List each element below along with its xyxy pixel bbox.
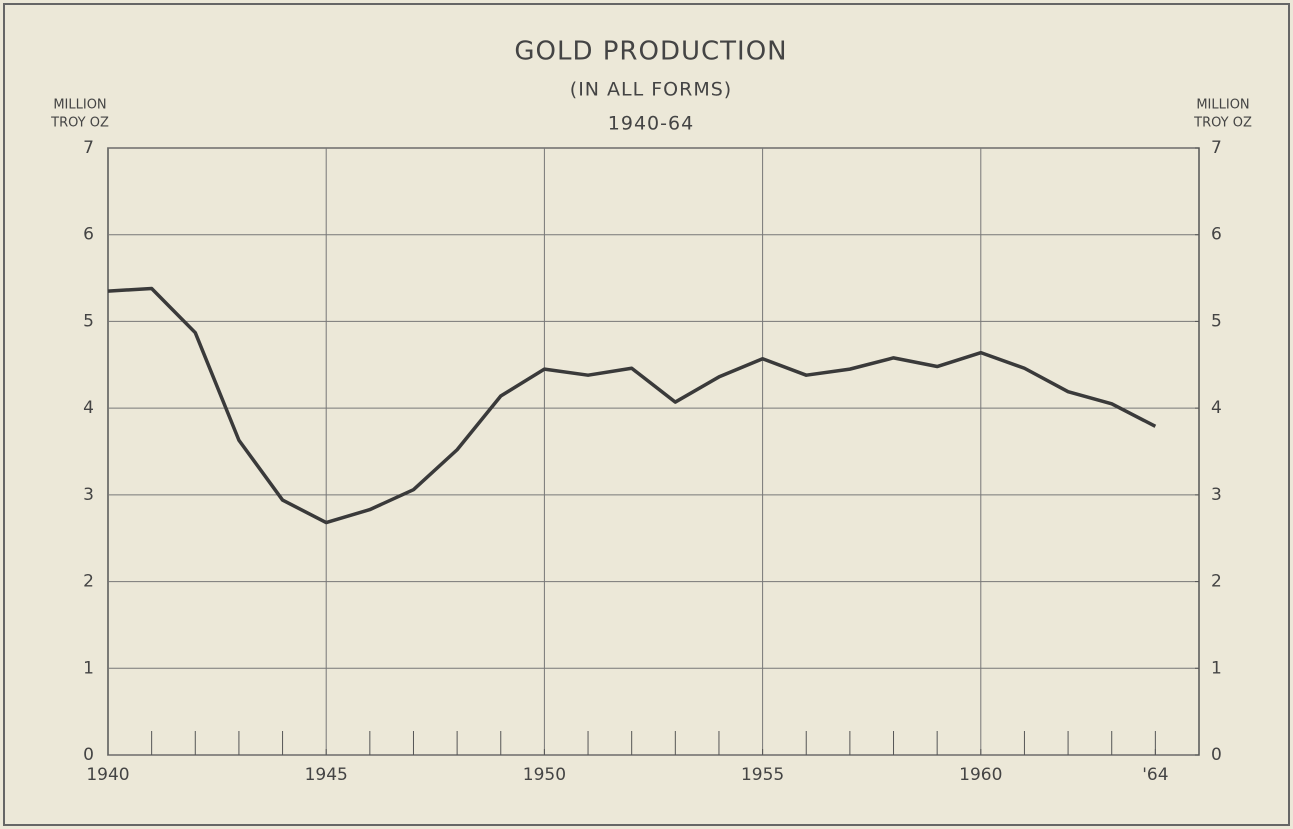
x-tick-label: 1950 xyxy=(523,765,566,785)
x-tick-label: 1960 xyxy=(959,765,1002,785)
y-label: TROY OZ xyxy=(50,116,109,131)
frame xyxy=(3,3,1290,826)
y-tick-label: 5 xyxy=(83,311,94,331)
y2-tick-label: 3 xyxy=(1211,485,1222,505)
x-tick-label: 1940 xyxy=(86,765,129,785)
y-tick-label: 3 xyxy=(83,485,94,505)
x-tick-label: 1945 xyxy=(305,765,348,785)
y2-label: TROY OZ xyxy=(1193,116,1252,131)
y-label: MILLION xyxy=(53,98,106,113)
x-tick-label: '64 xyxy=(1142,765,1168,785)
y2-tick-label: 7 xyxy=(1211,138,1222,158)
y2-tick-label: 2 xyxy=(1211,572,1222,592)
y-tick-label: 2 xyxy=(83,572,94,592)
y-tick-label: 6 xyxy=(83,225,94,245)
x-tick-label: 1955 xyxy=(741,765,784,785)
y2-tick-label: 4 xyxy=(1211,398,1222,418)
y2-tick-label: 5 xyxy=(1211,311,1222,331)
y-tick-label: 0 xyxy=(83,745,94,765)
chart-period: 1940-64 xyxy=(608,113,694,135)
y-tick-label: 1 xyxy=(83,658,94,678)
y2-tick-label: 1 xyxy=(1211,658,1222,678)
chart-subtitle: (IN ALL FORMS) xyxy=(570,79,732,101)
y2-tick-label: 6 xyxy=(1211,225,1222,245)
y-tick-label: 4 xyxy=(83,398,94,418)
y2-tick-label: 0 xyxy=(1211,745,1222,765)
data-line xyxy=(107,286,1157,525)
y-tick-label: 7 xyxy=(83,138,94,158)
y2-label: MILLION xyxy=(1196,98,1249,113)
chart-title: GOLD PRODUCTION xyxy=(514,37,787,67)
